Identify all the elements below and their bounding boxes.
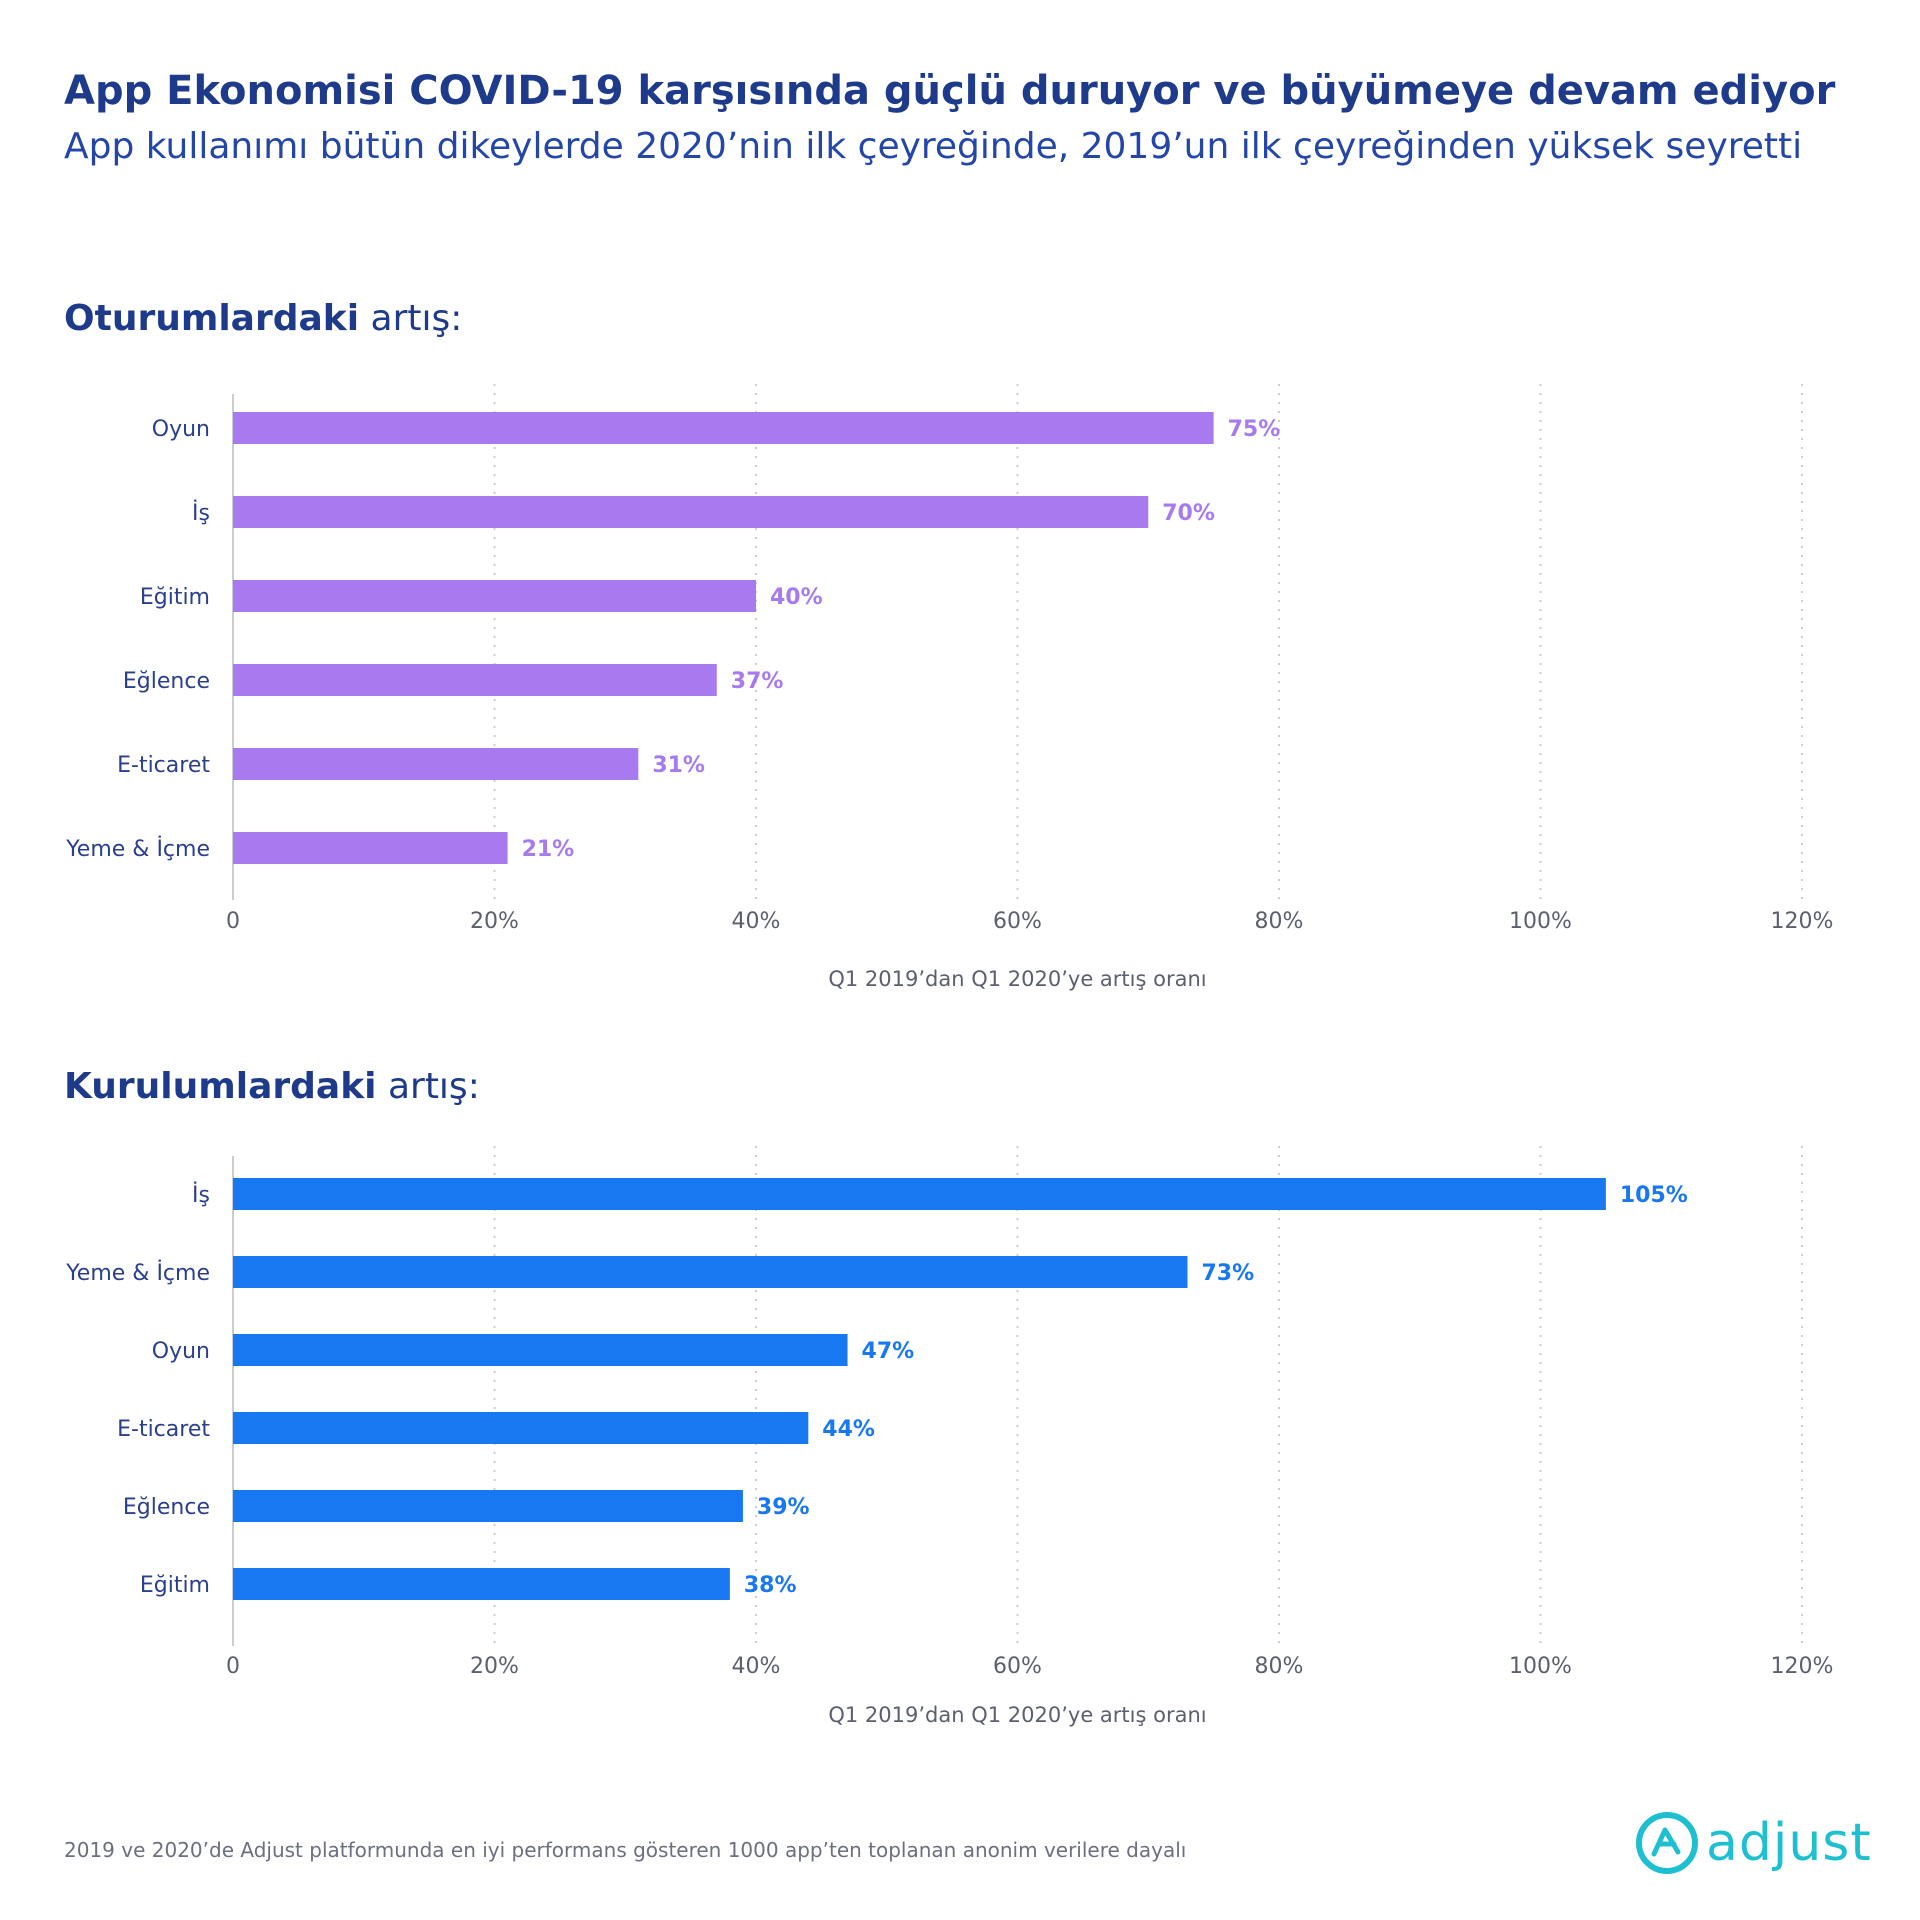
installs-heading-bold: Kurulumlardaki xyxy=(64,1066,377,1107)
category-label: Yeme & İçme xyxy=(65,836,210,862)
x-axis-title: Q1 2019’dan Q1 2020’ye artış oranı xyxy=(828,1703,1206,1727)
data-label: 31% xyxy=(652,753,705,778)
page-subtitle: App kullanımı bütün dikeylerde 2020’nin … xyxy=(64,126,1803,167)
data-label: 38% xyxy=(744,1573,797,1598)
category-label: İş xyxy=(192,500,210,526)
category-label: Oyun xyxy=(152,1339,210,1364)
bar xyxy=(233,664,717,696)
bar xyxy=(233,412,1214,444)
tick-label: 40% xyxy=(732,909,781,934)
installs-bar-chart: İş 105% Yeme & İçme 73% Oyun 47% E-ticaret 44% E… xyxy=(65,1146,1834,1727)
installs-heading-light: artış: xyxy=(387,1066,480,1107)
tick-label: 60% xyxy=(993,909,1042,934)
tick-label: 0 xyxy=(226,1654,240,1679)
tick-label: 100% xyxy=(1509,1654,1572,1679)
data-label: 75% xyxy=(1228,417,1281,442)
bar xyxy=(233,580,756,612)
data-label: 21% xyxy=(522,837,575,862)
tick-label: 20% xyxy=(470,909,519,934)
installs-chart-heading: Kurulumlardaki artış: xyxy=(64,1066,480,1107)
data-label: 47% xyxy=(862,1339,915,1364)
tick-label: 100% xyxy=(1509,909,1572,934)
data-label: 37% xyxy=(731,669,784,694)
sessions-heading-bold: Oturumlardaki xyxy=(64,298,360,339)
bar xyxy=(233,832,508,864)
bar xyxy=(233,748,639,780)
bar xyxy=(233,1334,848,1366)
data-label: 40% xyxy=(770,585,823,610)
data-label: 39% xyxy=(757,1495,810,1520)
tick-label: 80% xyxy=(1255,1654,1304,1679)
data-label: 70% xyxy=(1162,501,1215,526)
category-label: Yeme & İçme xyxy=(65,1260,210,1286)
bar xyxy=(233,1178,1606,1210)
x-axis-title: Q1 2019’dan Q1 2020’ye artış oranı xyxy=(828,967,1206,991)
tick-label: 80% xyxy=(1255,909,1304,934)
sessions-bar-chart: Oyun 75% İş 70% Eğitim 40% Eğlence 37% E-ticaret… xyxy=(65,384,1834,991)
bar xyxy=(233,1256,1188,1288)
tick-label: 0 xyxy=(226,909,240,934)
category-label: Eğitim xyxy=(140,585,210,610)
category-label: Eğlence xyxy=(123,1495,210,1520)
tick-label: 120% xyxy=(1771,909,1834,934)
bar xyxy=(233,1412,809,1444)
tick-label: 40% xyxy=(732,1654,781,1679)
bar xyxy=(233,1490,743,1522)
category-label: E-ticaret xyxy=(117,1417,210,1442)
bar xyxy=(233,496,1149,528)
tick-label: 120% xyxy=(1771,1654,1834,1679)
data-label: 44% xyxy=(822,1417,875,1442)
category-label: E-ticaret xyxy=(117,753,210,778)
page-title: App Ekonomisi COVID-19 karşısında güçlü … xyxy=(64,68,1836,114)
tick-label: 20% xyxy=(470,1654,519,1679)
sessions-chart-heading: Oturumlardaki artış: xyxy=(64,298,462,339)
data-label: 73% xyxy=(1201,1261,1254,1286)
category-label: Oyun xyxy=(152,417,210,442)
category-label: Eğlence xyxy=(123,669,210,694)
adjust-logo: adjust xyxy=(1634,1810,1872,1876)
data-label: 105% xyxy=(1620,1183,1688,1208)
category-label: İş xyxy=(192,1182,210,1208)
adjust-logo-text: adjust xyxy=(1706,1813,1872,1873)
tick-label: 60% xyxy=(993,1654,1042,1679)
footnote: 2019 ve 2020’de Adjust platformunda en i… xyxy=(64,1838,1187,1862)
bar xyxy=(233,1568,730,1600)
category-label: Eğitim xyxy=(140,1573,210,1598)
adjust-logo-icon xyxy=(1636,1812,1698,1874)
sessions-heading-light: artış: xyxy=(370,298,463,339)
